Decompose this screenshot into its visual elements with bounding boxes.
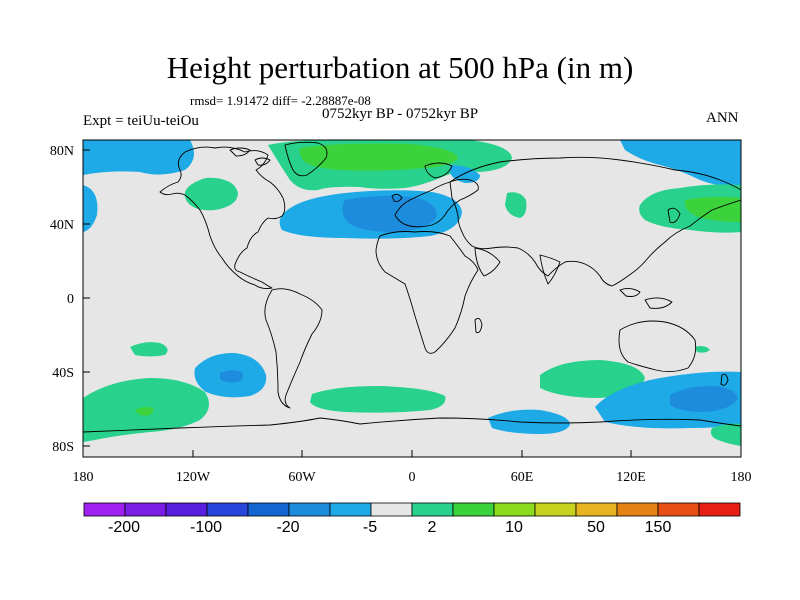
lon-tick-label: 60W bbox=[288, 470, 316, 485]
colorbar-swatch bbox=[247, 502, 290, 517]
colorbar-label: 150 bbox=[645, 519, 672, 536]
colorbar-swatch bbox=[698, 502, 741, 517]
positive-anomaly-region bbox=[135, 406, 154, 416]
colorbar-swatch bbox=[616, 502, 659, 517]
positive-anomaly-region bbox=[130, 342, 168, 357]
colorbar bbox=[83, 502, 741, 517]
lat-tick-label: 0 bbox=[67, 292, 74, 307]
colorbar-label: 10 bbox=[505, 519, 523, 536]
colorbar-label: -200 bbox=[108, 519, 140, 536]
positive-anomaly-region bbox=[299, 143, 458, 171]
colorbar-swatch bbox=[370, 502, 413, 517]
lon-tick-label: 0 bbox=[409, 470, 416, 485]
colorbar-swatch bbox=[288, 502, 331, 517]
lon-tick-label: 180 bbox=[73, 470, 94, 485]
lat-tick-label: 80S bbox=[52, 440, 74, 455]
negative-anomaly-region bbox=[342, 195, 437, 232]
lon-tick-label: 120E bbox=[616, 470, 646, 485]
positive-anomaly-region bbox=[184, 177, 238, 211]
colorbar-label: 50 bbox=[587, 519, 605, 536]
colorbar-swatch bbox=[165, 502, 208, 517]
lat-tick-label: 80N bbox=[50, 144, 74, 159]
colorbar-swatch bbox=[657, 502, 700, 517]
negative-anomaly-region bbox=[488, 409, 570, 434]
positive-anomaly-region bbox=[505, 192, 527, 218]
colorbar-swatch bbox=[534, 502, 577, 517]
negative-anomaly-region bbox=[620, 140, 741, 186]
positive-anomaly-region bbox=[710, 423, 741, 446]
colorbar-swatch bbox=[411, 502, 454, 517]
lat-tick-label: 40N bbox=[50, 218, 74, 233]
period-label: 0752kyr BP - 0752kyr BP bbox=[322, 106, 479, 122]
lon-tick-label: 60E bbox=[511, 470, 534, 485]
coastlines bbox=[83, 141, 741, 433]
lat-tick-label: 40S bbox=[52, 366, 74, 381]
positive-anomaly-region bbox=[695, 346, 710, 353]
positive-anomaly-region bbox=[540, 360, 645, 398]
anomaly-contours bbox=[83, 140, 741, 446]
colorbar-swatch bbox=[575, 502, 618, 517]
lon-tick-label: 120W bbox=[176, 470, 211, 485]
colorbar-swatch bbox=[83, 502, 126, 517]
tick-marks bbox=[82, 149, 742, 457]
colorbar-swatch bbox=[124, 502, 167, 517]
colorbar-swatch bbox=[206, 502, 249, 517]
colorbar-label: -100 bbox=[190, 519, 222, 536]
colorbar-swatch bbox=[329, 502, 372, 517]
positive-anomaly-region bbox=[310, 386, 446, 413]
negative-anomaly-region bbox=[595, 371, 741, 429]
negative-anomaly-region bbox=[83, 140, 194, 175]
colorbar-swatch bbox=[493, 502, 536, 517]
colorbar-label: -5 bbox=[363, 519, 377, 536]
lon-tick-label: 180 bbox=[731, 470, 752, 485]
negative-anomaly-region bbox=[670, 385, 738, 412]
rmsd-diff-label: rmsd= 1.91472 diff= -2.28887e-08 bbox=[190, 93, 371, 108]
negative-anomaly-region bbox=[450, 165, 480, 183]
colorbar-label: -20 bbox=[276, 519, 299, 536]
negative-anomaly-region bbox=[220, 370, 244, 383]
colorbar-label: 2 bbox=[428, 519, 437, 536]
experiment-label: Expt = teiUu-teiOu bbox=[83, 113, 199, 129]
negative-anomaly-region bbox=[83, 185, 98, 232]
season-label: ANN bbox=[706, 110, 739, 126]
colorbar-swatch bbox=[452, 502, 495, 517]
plot-title: Height perturbation at 500 hPa (in m) bbox=[166, 50, 634, 85]
